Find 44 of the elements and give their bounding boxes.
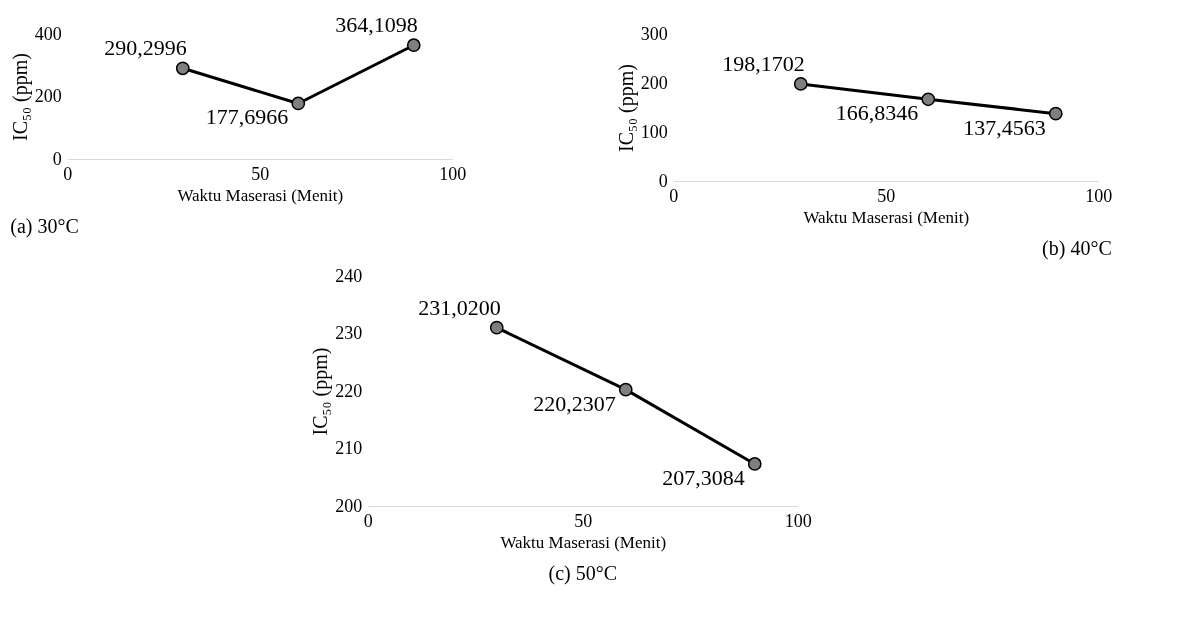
y-tick-label: 300 <box>640 23 668 44</box>
y-tick-label: 210 <box>335 438 363 458</box>
point <box>1048 106 1063 121</box>
x-tick-label: 50 <box>574 510 593 531</box>
x-axis-title: Waktu Maserasi (Menit) <box>177 185 344 205</box>
data-label: 220,2307 <box>533 390 616 416</box>
text: (c) 50°C <box>548 562 618 585</box>
y-axis-title: IC₅₀ (ppm) <box>8 53 32 141</box>
y-tick-label: 200 <box>335 495 363 516</box>
y-axis-title: IC₅₀ (ppm) <box>309 347 333 436</box>
y-tick-label: 200 <box>640 72 668 93</box>
y-tick-label: 400 <box>34 23 62 44</box>
point <box>291 96 306 111</box>
x-tick-label: 100 <box>1085 185 1113 206</box>
data-label: 207,3084 <box>662 464 745 490</box>
data-label: 166,8346 <box>835 100 919 126</box>
point <box>175 61 190 76</box>
point <box>921 92 936 107</box>
data-label: 198,1702 <box>722 50 805 76</box>
point <box>618 382 633 397</box>
point <box>747 457 762 471</box>
x-tick-label: 50 <box>251 163 270 184</box>
y-tick-label: 0 <box>52 148 62 169</box>
y-tick-label: 240 <box>335 265 363 286</box>
x-axis-title: Waktu Maserasi (Menit) <box>500 532 667 552</box>
x-axis-title: Waktu Maserasi (Menit) <box>803 207 970 227</box>
data-label: 290,2996 <box>104 35 187 61</box>
data-label: 137,4563 <box>963 114 1046 140</box>
data-label: 364,1098 <box>335 12 418 38</box>
point <box>406 38 421 53</box>
text: (b) 40°C <box>1042 237 1112 260</box>
point <box>489 320 504 335</box>
y-tick-label: 200 <box>34 86 62 106</box>
x-tick-label: 100 <box>784 510 812 531</box>
text: (a) 30°C <box>10 215 79 238</box>
y-tick-label: 100 <box>640 121 668 142</box>
point <box>793 77 808 91</box>
data-label: 231,0200 <box>418 294 501 320</box>
y-tick-label: 230 <box>335 323 363 343</box>
data-label: 177,6966 <box>205 104 289 130</box>
y-axis-title: IC₅₀ (ppm) <box>614 64 638 152</box>
y-tick-label: 220 <box>335 380 363 401</box>
x-tick-label: 50 <box>877 185 896 206</box>
x-tick-label: 100 <box>439 163 467 184</box>
